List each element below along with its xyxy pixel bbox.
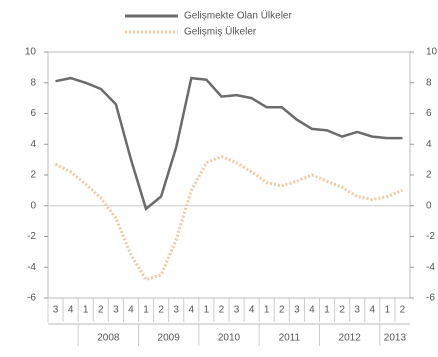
year-label: 2013: [384, 333, 407, 344]
x-tick-label: 3: [113, 305, 119, 316]
x-tick-label: 3: [53, 305, 59, 316]
x-tick-label: 4: [249, 305, 255, 316]
y2-tick-label: 8: [426, 77, 432, 88]
x-tick-label: 4: [68, 305, 74, 316]
year-label: 2010: [218, 333, 241, 344]
x-tick-label: 2: [279, 305, 285, 316]
y-tick-label: 0: [30, 200, 36, 211]
y2-tick-label: 0: [426, 200, 432, 211]
y-tick-label: 4: [30, 139, 36, 150]
year-label: 2011: [279, 333, 301, 344]
x-tick-label: 2: [219, 305, 225, 316]
y2-tick-label: 6: [426, 108, 432, 119]
x-tick-label: 1: [204, 305, 210, 316]
y2-tick-label: -2: [426, 231, 435, 242]
series-line: [54, 154, 404, 282]
x-tick-label: 3: [173, 305, 179, 316]
x-tick-label: 2: [158, 305, 164, 316]
y-tick-label: -4: [27, 262, 36, 273]
x-tick-label: 3: [294, 305, 300, 316]
series-line: [55, 76, 403, 211]
y2-tick-label: 4: [426, 139, 432, 150]
x-tick-label: 3: [234, 305, 240, 316]
x-tick-label: 4: [128, 305, 134, 316]
legend-label: Gelişmekte Olan Ülkeler: [184, 10, 292, 22]
x-tick-label: 4: [189, 305, 195, 316]
x-tick-label: 1: [83, 305, 89, 316]
y-tick-label: 2: [30, 170, 36, 181]
x-tick-label: 1: [324, 305, 330, 316]
y-tick-label: -6: [27, 293, 36, 304]
y2-tick-label: 2: [426, 170, 432, 181]
x-tick-label: 2: [339, 305, 345, 316]
y-tick-label: 6: [30, 108, 36, 119]
x-tick-label: 1: [143, 305, 149, 316]
x-tick-label: 3: [354, 305, 360, 316]
y2-tick-label: -4: [426, 262, 435, 273]
y2-tick-label: 10: [426, 47, 438, 58]
x-tick-label: 1: [385, 305, 391, 316]
legend-label: Gelişmiş Ülkeler: [184, 26, 257, 38]
x-tick-label: 4: [309, 305, 315, 316]
year-label: 2008: [97, 333, 120, 344]
y-tick-label: 8: [30, 77, 36, 88]
y-tick-label: 10: [25, 47, 37, 58]
x-tick-label: 2: [98, 305, 104, 316]
year-label: 2012: [339, 333, 362, 344]
y2-tick-label: -6: [426, 293, 435, 304]
year-label: 2009: [158, 333, 181, 344]
x-tick-label: 4: [370, 305, 376, 316]
x-tick-label: 1: [264, 305, 270, 316]
y-tick-label: -2: [27, 231, 36, 242]
x-tick-label: 2: [400, 305, 406, 316]
